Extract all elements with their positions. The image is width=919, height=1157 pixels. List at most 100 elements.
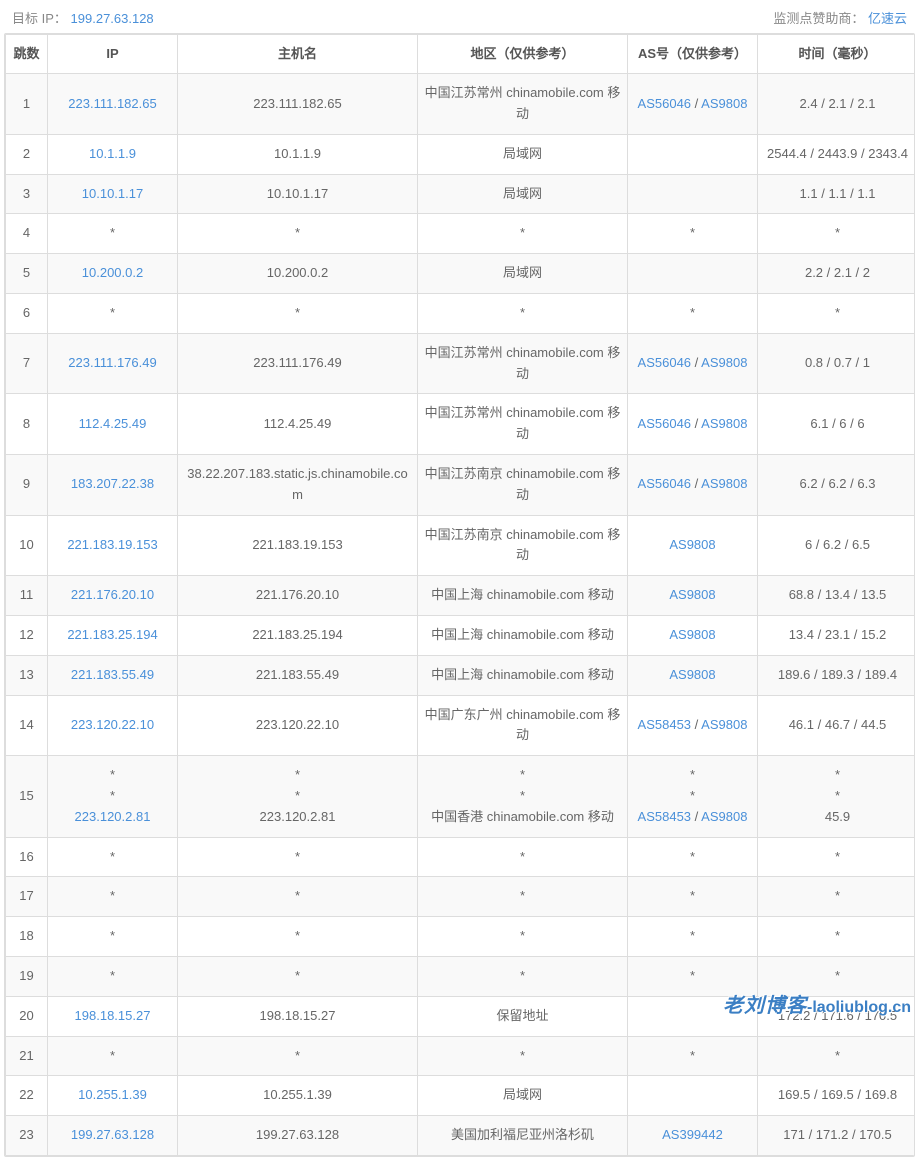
cell-host: 38.22.207.183.static.js.chinamobile.com <box>178 454 418 515</box>
as-link[interactable]: AS9808 <box>669 587 715 602</box>
cell-hop: 5 <box>6 254 48 294</box>
cell-time: 171 / 171.2 / 170.5 <box>758 1116 916 1156</box>
cell-as: * <box>628 877 758 917</box>
cell-text: * <box>835 968 840 983</box>
ip-link[interactable]: 10.255.1.39 <box>78 1087 147 1102</box>
as-link[interactable]: AS399442 <box>662 1127 723 1142</box>
ip-link[interactable]: 183.207.22.38 <box>71 476 154 491</box>
as-link[interactable]: AS9808 <box>669 537 715 552</box>
as-link[interactable]: AS56046 <box>638 476 692 491</box>
cell-text: 中国上海 chinamobile.com 移动 <box>431 627 614 642</box>
cell-text: 6.2 / 6.2 / 6.3 <box>800 476 876 491</box>
cell-text: 中国江苏南京 chinamobile.com 移动 <box>425 466 621 502</box>
ip-link[interactable]: 198.18.15.27 <box>75 1008 151 1023</box>
as-link[interactable]: AS56046 <box>638 355 692 370</box>
cell-text: 221.183.55.49 <box>256 667 339 682</box>
ip-link[interactable]: 223.111.182.65 <box>68 96 156 111</box>
cell-text: 2544.4 / 2443.9 / 2343.4 <box>767 146 908 161</box>
cell-time: * <box>758 877 916 917</box>
ip-link[interactable]: 223.120.22.10 <box>71 717 154 732</box>
ip-link[interactable]: 10.10.1.17 <box>82 186 143 201</box>
table-row: 310.10.1.1710.10.1.17局域网1.1 / 1.1 / 1.1 <box>6 174 916 214</box>
cell-text: 189.6 / 189.3 / 189.4 <box>778 667 897 682</box>
cell-as: AS56046 / AS9808 <box>628 454 758 515</box>
cell-text: * <box>520 888 525 903</box>
cell-host: 10.10.1.17 <box>178 174 418 214</box>
cell-text: / <box>691 416 701 431</box>
ip-link[interactable]: 199.27.63.128 <box>71 1127 154 1142</box>
as-link[interactable]: AS9808 <box>701 96 747 111</box>
cell-ip: 223.111.176.49 <box>48 333 178 394</box>
as-link[interactable]: AS56046 <box>638 416 692 431</box>
cell-host: * <box>178 956 418 996</box>
cell-host: 223.120.22.10 <box>178 695 418 756</box>
cell-text: * <box>110 928 115 943</box>
cell-hop: 23 <box>6 1116 48 1156</box>
cell-host: * <box>178 917 418 957</box>
ip-link[interactable]: 10.1.1.9 <box>89 146 136 161</box>
ip-link[interactable]: 10.200.0.2 <box>82 265 143 280</box>
col-as: AS号（仅供参考） <box>628 35 758 74</box>
as-link[interactable]: AS9808 <box>669 627 715 642</box>
cell-region: 局域网 <box>418 174 628 214</box>
cell-hop: 6 <box>6 293 48 333</box>
cell-region: 局域网 <box>418 254 628 294</box>
cell-time: * <box>758 956 916 996</box>
cell-hop: 8 <box>6 394 48 455</box>
sponsor-name[interactable]: 亿速云 <box>868 11 907 26</box>
cell-text: * <box>424 765 621 786</box>
ip-link[interactable]: 221.183.25.194 <box>67 627 157 642</box>
cell-host: 223.111.182.65 <box>178 74 418 135</box>
as-link[interactable]: AS9808 <box>701 809 747 824</box>
table-row: 6***** <box>6 293 916 333</box>
cell-ip: 223.111.182.65 <box>48 74 178 135</box>
cell-text: * <box>520 968 525 983</box>
cell-text: 171 / 171.2 / 170.5 <box>783 1127 891 1142</box>
cell-time: 0.8 / 0.7 / 1 <box>758 333 916 394</box>
cell-as: * <box>628 293 758 333</box>
cell-text: 13.4 / 23.1 / 15.2 <box>789 627 887 642</box>
cell-ip: 10.200.0.2 <box>48 254 178 294</box>
cell-text: 1.1 / 1.1 / 1.1 <box>800 186 876 201</box>
ip-link[interactable]: 221.183.55.49 <box>71 667 154 682</box>
ip-link[interactable]: 221.183.19.153 <box>67 537 157 552</box>
cell-as: AS9808 <box>628 515 758 576</box>
cell-text: 45.9 <box>764 807 911 828</box>
cell-text: * <box>110 968 115 983</box>
cell-host: * <box>178 877 418 917</box>
cell-text: 223.120.2.81 <box>184 807 411 828</box>
cell-as <box>628 174 758 214</box>
cell-hop: 11 <box>6 576 48 616</box>
cell-ip: 10.10.1.17 <box>48 174 178 214</box>
cell-as <box>628 1076 758 1116</box>
cell-as: AS58453 / AS9808 <box>628 695 758 756</box>
as-link[interactable]: AS58453 <box>638 717 692 732</box>
as-link[interactable]: AS9808 <box>701 717 747 732</box>
as-link[interactable]: AS56046 <box>638 96 692 111</box>
ip-link[interactable]: 223.120.2.81 <box>54 807 171 828</box>
ip-link[interactable]: 221.176.20.10 <box>71 587 154 602</box>
cell-time: 2544.4 / 2443.9 / 2343.4 <box>758 134 916 174</box>
as-link[interactable]: AS9808 <box>701 355 747 370</box>
ip-link[interactable]: 112.4.25.49 <box>79 416 147 431</box>
cell-text: * <box>835 888 840 903</box>
cell-time: * <box>758 837 916 877</box>
cell-time: 1.1 / 1.1 / 1.1 <box>758 174 916 214</box>
cell-as: * <box>628 956 758 996</box>
table-row: 18***** <box>6 917 916 957</box>
ip-link[interactable]: 223.111.176.49 <box>68 355 156 370</box>
target-ip-value[interactable]: 199.27.63.128 <box>71 11 154 26</box>
cell-as <box>628 996 758 1036</box>
as-link[interactable]: AS58453 <box>638 809 692 824</box>
cell-text: * <box>634 786 751 807</box>
as-link[interactable]: AS9808 <box>701 476 747 491</box>
as-link[interactable]: AS9808 <box>669 667 715 682</box>
cell-region: * <box>418 837 628 877</box>
cell-time: 2.2 / 2.1 / 2 <box>758 254 916 294</box>
cell-text: 169.5 / 169.5 / 169.8 <box>778 1087 897 1102</box>
cell-text: 局域网 <box>503 265 542 280</box>
cell-text: 美国加利福尼亚州洛杉矶 <box>451 1127 594 1142</box>
cell-text: 172.2 / 171.6 / 170.5 <box>778 1008 897 1023</box>
cell-text: 6.1 / 6 / 6 <box>810 416 864 431</box>
as-link[interactable]: AS9808 <box>701 416 747 431</box>
